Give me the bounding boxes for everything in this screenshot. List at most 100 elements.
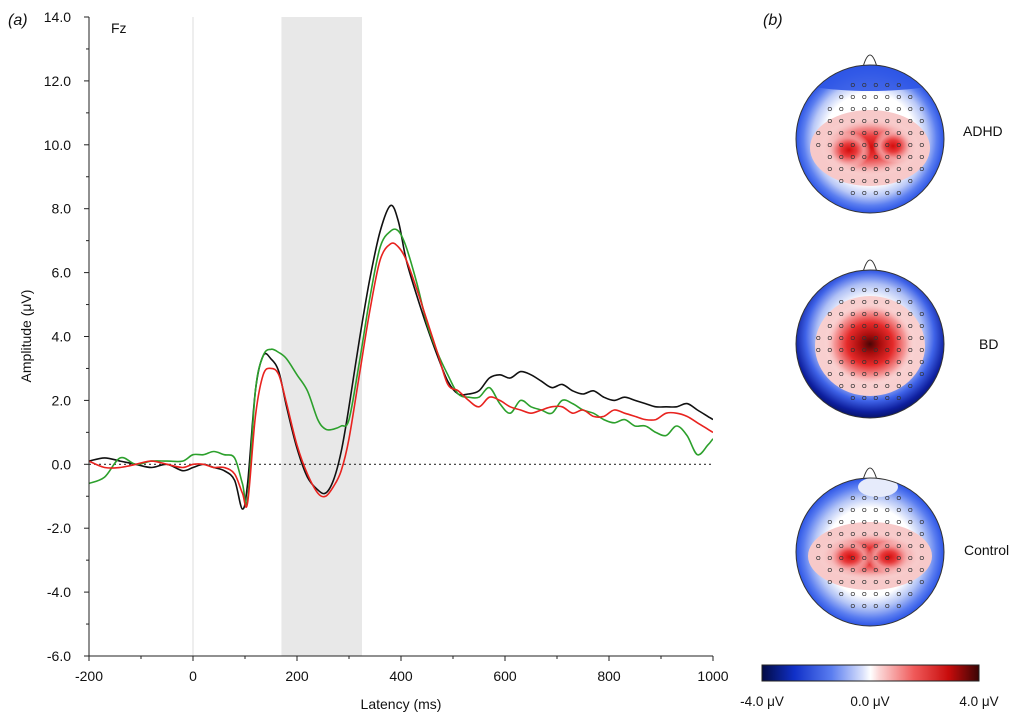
electrode-dot	[896, 359, 901, 365]
panel-a-label: (a)	[8, 12, 28, 29]
electrode-dot	[873, 507, 878, 513]
electrode-dot	[850, 495, 855, 501]
electrode-dot	[873, 166, 878, 172]
electrode-dot	[816, 142, 821, 148]
electrode-dot	[873, 591, 878, 597]
electrode-dot	[896, 371, 901, 377]
x-axis-title: Latency (ms)	[361, 696, 442, 712]
electrode-dot	[919, 359, 924, 365]
electrode-dot	[908, 335, 913, 341]
electrode-dot	[862, 82, 867, 88]
electrode-dot	[839, 178, 844, 184]
electrode-dot	[885, 178, 890, 184]
series-line-control	[89, 204, 713, 510]
x-tick-label: 800	[597, 668, 621, 684]
topomap-adhd	[795, 54, 945, 214]
topomap-label-bd: BD	[979, 336, 998, 352]
electrode-dot	[850, 311, 855, 317]
electrode-dot	[839, 543, 844, 549]
electrode-dot	[839, 531, 844, 537]
electrode-dot	[908, 118, 913, 124]
topomap-label-adhd: ADHD	[963, 123, 1003, 139]
electrode-dot	[862, 323, 867, 329]
electrode-dot	[850, 347, 855, 353]
electrode-dot	[873, 555, 878, 561]
electrode-dot	[908, 347, 913, 353]
electrode-dot	[839, 335, 844, 341]
electrode-dot	[896, 287, 901, 293]
electrode-dot	[839, 142, 844, 148]
electrode-dot	[862, 311, 867, 317]
electrode-dot	[873, 178, 878, 184]
electrode-dot	[816, 555, 821, 561]
electrode-dot	[919, 166, 924, 172]
electrode-dot	[919, 567, 924, 573]
electrode-dot	[908, 519, 913, 525]
colorbar-mid-label: 0.0 μV	[850, 694, 889, 709]
electrode-dot	[827, 371, 832, 377]
electrode-dot	[816, 543, 821, 549]
electrode-dot	[873, 94, 878, 100]
electrode-dot	[873, 543, 878, 549]
electrode-dot	[908, 579, 913, 585]
series-line-adhd	[89, 228, 713, 506]
electrode-dot	[827, 154, 832, 160]
electrode-dot	[839, 323, 844, 329]
electrode-dot	[850, 118, 855, 124]
electrode-dot	[850, 154, 855, 160]
electrode-dot	[908, 323, 913, 329]
electrode-dot	[827, 359, 832, 365]
electrode-dot	[885, 142, 890, 148]
electrode-dot	[850, 142, 855, 148]
electrode-dot	[896, 190, 901, 196]
x-tick-label: 200	[285, 668, 309, 684]
electrode-dot	[885, 118, 890, 124]
electrode-dot	[896, 555, 901, 561]
electrode-dot	[908, 299, 913, 305]
electrode-dot	[827, 531, 832, 537]
electrode-dot	[885, 166, 890, 172]
electrode-dot	[839, 567, 844, 573]
electrode-dot	[896, 335, 901, 341]
electrode-dot	[839, 311, 844, 317]
x-tick-label: -200	[75, 668, 103, 684]
electrode-dot	[850, 591, 855, 597]
electrode-dot	[862, 142, 867, 148]
electrode-dot	[827, 347, 832, 353]
y-tick-label: 10.0	[44, 137, 71, 153]
electrode-dot	[839, 347, 844, 353]
topography-panel: (b) ADHD BD	[740, 12, 1009, 709]
electrode-dot	[896, 142, 901, 148]
electrode-dot	[908, 383, 913, 389]
electrode-dot	[839, 359, 844, 365]
electrode-dot	[885, 371, 890, 377]
x-axis-ticks: -200 0 200 400 600 800 1000	[75, 656, 729, 684]
electrode-dot	[850, 579, 855, 585]
electrode-dot	[896, 579, 901, 585]
electrode-dot	[919, 323, 924, 329]
electrode-dot	[908, 154, 913, 160]
electrode-dot	[816, 335, 821, 341]
y-tick-label: 4.0	[52, 329, 72, 345]
electrode-dot	[896, 118, 901, 124]
electrode-dot	[839, 555, 844, 561]
electrode-dot	[908, 94, 913, 100]
electrode-dot	[862, 555, 867, 561]
electrode-dot	[885, 106, 890, 112]
electrode-dot	[908, 507, 913, 513]
electrode-dot	[896, 543, 901, 549]
topomap-bd	[795, 259, 945, 419]
electrode-dot	[862, 579, 867, 585]
electrode-dot	[896, 507, 901, 513]
electrode-dot	[839, 579, 844, 585]
electrode-dot	[919, 519, 924, 525]
electrode-dot	[908, 178, 913, 184]
electrode-dot	[896, 154, 901, 160]
electrode-dot	[862, 106, 867, 112]
electrode-dot	[896, 519, 901, 525]
electrode-dot	[919, 347, 924, 353]
electrode-dot	[827, 567, 832, 573]
electrode-dot	[839, 130, 844, 136]
electrode-dot	[873, 106, 878, 112]
panel-b-label: (b)	[763, 12, 783, 29]
